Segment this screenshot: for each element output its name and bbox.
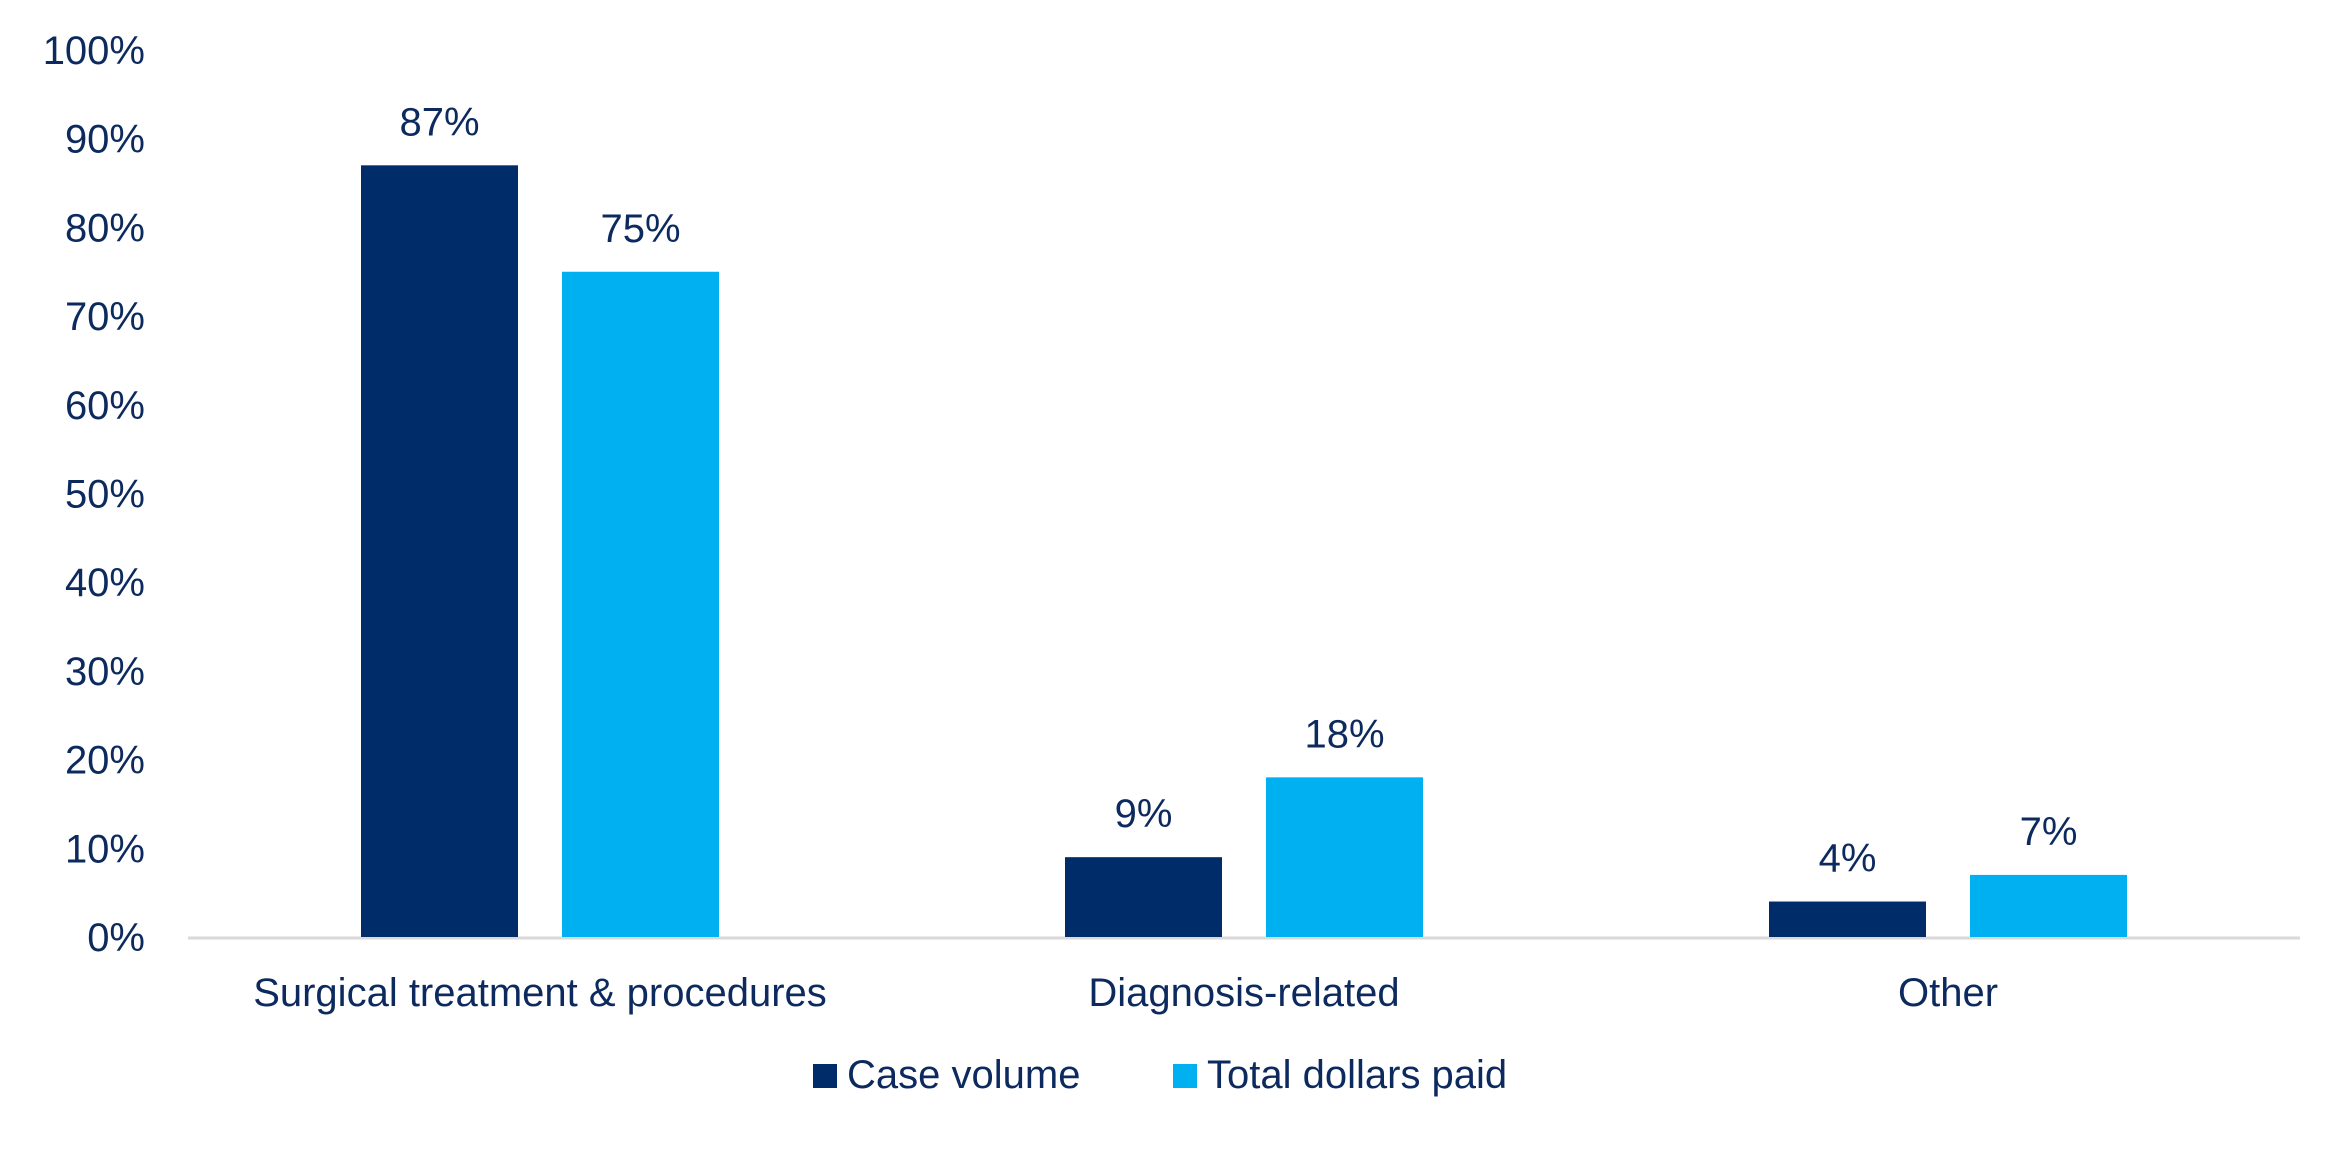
bar-case-volume	[1065, 857, 1222, 937]
data-label: 9%	[1115, 792, 1173, 836]
bar-total-dollars-paid	[562, 271, 719, 937]
data-label: 75%	[600, 207, 680, 251]
y-tick-label: 20%	[65, 739, 145, 783]
data-labels: 87% 75% 9% 18% 4% 7%	[399, 100, 2077, 880]
y-tick-label: 80%	[65, 206, 145, 250]
bar-total-dollars-paid	[1970, 874, 2127, 937]
x-axis-category-labels: Surgical treatment & procedures Diagnosis…	[253, 971, 1998, 1015]
x-category-label: Other	[1898, 971, 1998, 1015]
y-tick-label: 10%	[65, 827, 145, 871]
legend-label: Case volume	[847, 1053, 1080, 1097]
legend: Case volume Total dollars paid	[813, 1053, 1507, 1097]
y-tick-label: 30%	[65, 650, 145, 694]
x-category-label: Surgical treatment & procedures	[253, 971, 827, 1015]
data-label: 7%	[2020, 810, 2078, 854]
y-tick-label: 40%	[65, 561, 145, 605]
y-tick-label: 90%	[65, 118, 145, 162]
legend-swatch	[813, 1064, 837, 1088]
legend-label: Total dollars paid	[1207, 1053, 1507, 1097]
y-tick-label: 50%	[65, 473, 145, 517]
y-axis-ticks: 0% 10% 20% 30% 40% 50% 60% 70% 80% 90% 100%	[43, 29, 145, 960]
y-tick-label: 60%	[65, 384, 145, 428]
bar-total-dollars-paid	[1266, 777, 1423, 937]
bar-case-volume	[1769, 901, 1926, 937]
x-category-label: Diagnosis-related	[1088, 971, 1399, 1015]
data-label: 87%	[399, 100, 479, 144]
y-tick-label: 70%	[65, 295, 145, 339]
y-tick-label: 100%	[43, 29, 145, 73]
bar-case-volume	[361, 165, 518, 937]
y-tick-label: 0%	[87, 916, 145, 960]
legend-swatch	[1173, 1064, 1197, 1088]
bars	[361, 165, 2127, 937]
data-label: 18%	[1304, 712, 1384, 756]
data-label: 4%	[1819, 837, 1877, 881]
